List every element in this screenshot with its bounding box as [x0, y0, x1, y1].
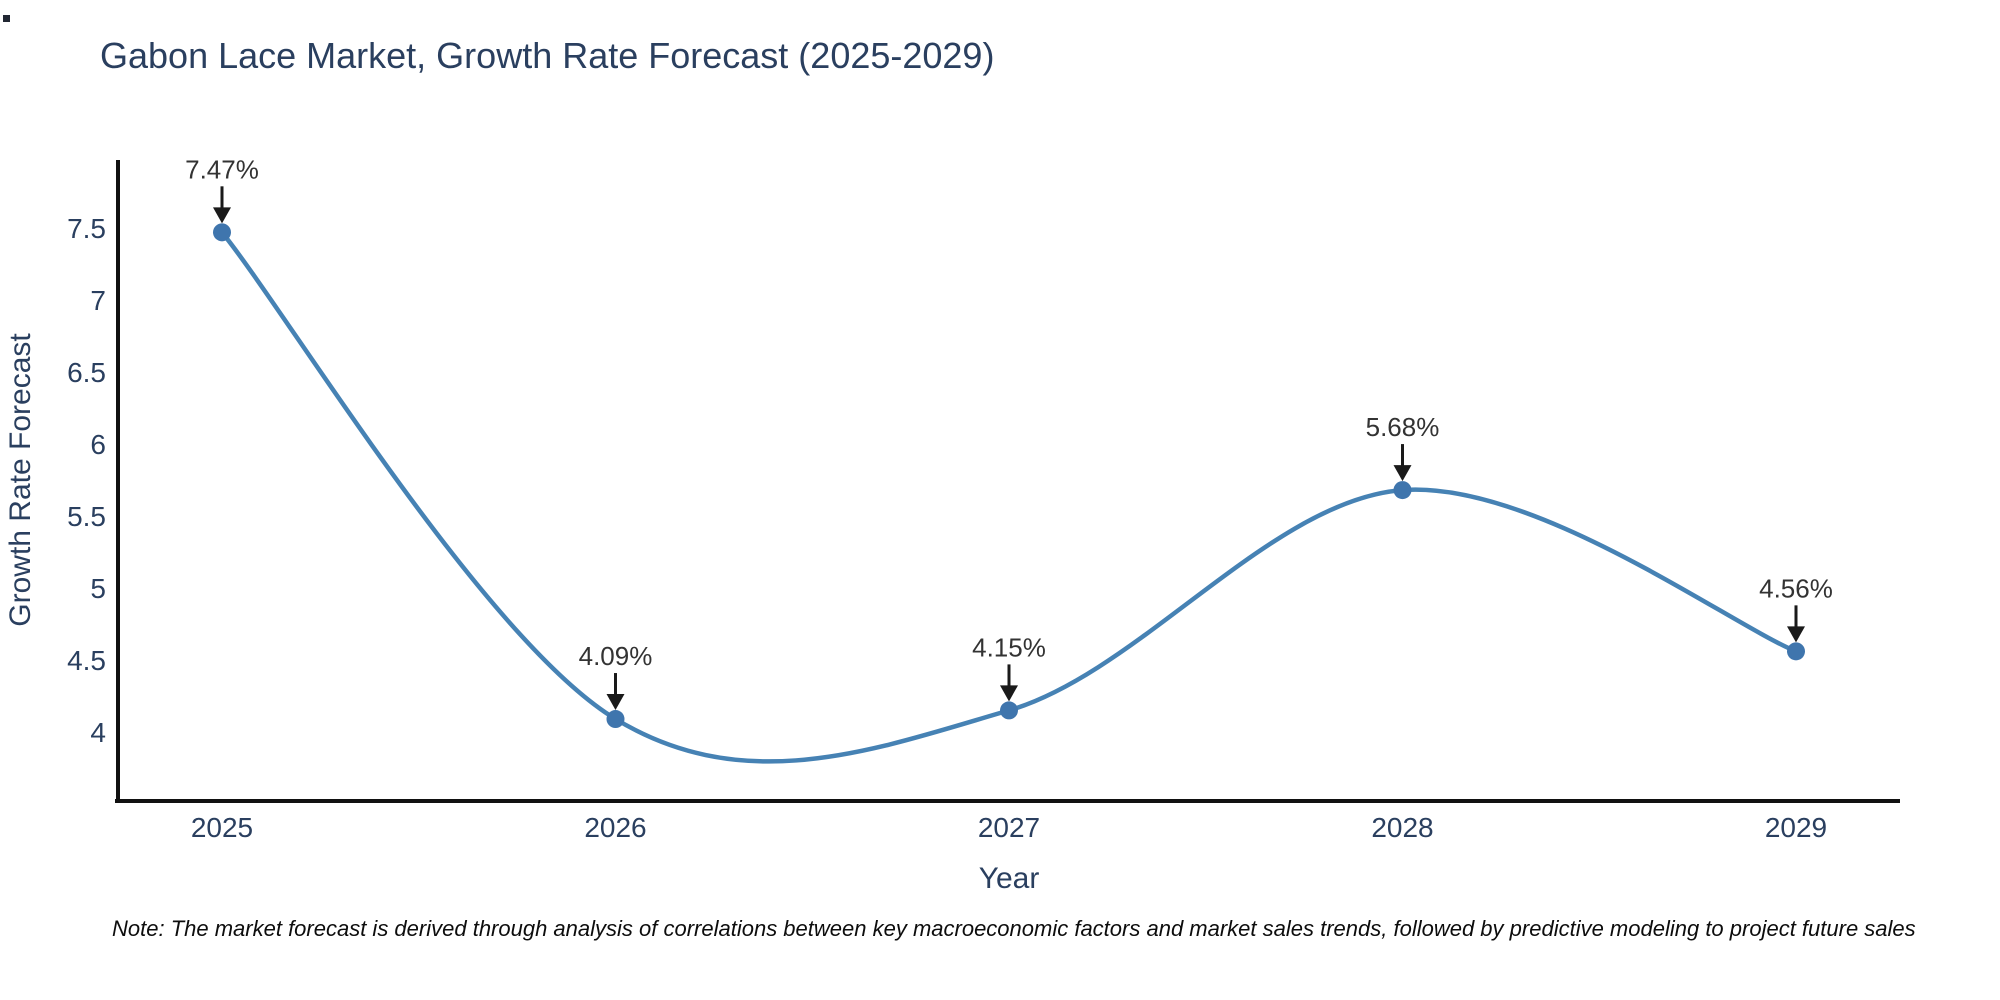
y-tick-label: 7: [90, 285, 106, 316]
x-tick-label: 2027: [978, 812, 1040, 843]
y-tick-label: 5.5: [67, 501, 106, 532]
y-tick-label: 7.5: [67, 213, 106, 244]
chart-title: Gabon Lace Market, Growth Rate Forecast …: [100, 35, 995, 76]
data-point[interactable]: [606, 710, 625, 729]
point-annotation: 4.56%: [1759, 573, 1833, 643]
footnote: Note: The market forecast is derived thr…: [112, 916, 1916, 941]
data-point[interactable]: [213, 223, 231, 242]
y-tick-label: 6.5: [67, 357, 106, 388]
y-tick-label: 4: [90, 717, 106, 748]
annotation-label: 7.47%: [185, 154, 259, 184]
annotation-label: 4.56%: [1759, 573, 1833, 603]
point-annotation: 4.09%: [579, 641, 653, 711]
x-axis-title: Year: [979, 862, 1040, 895]
data-point[interactable]: [1787, 642, 1805, 661]
annotation-label: 5.68%: [1366, 412, 1440, 442]
x-tick-label: 2029: [1765, 812, 1827, 843]
axes: [115, 160, 1900, 803]
point-annotation: 7.47%: [185, 154, 259, 224]
x-tick-label: 2025: [191, 812, 253, 843]
annotation-arrowhead-icon: [213, 207, 231, 224]
annotation-arrowhead-icon: [1000, 685, 1018, 702]
corner-artifact-mark: [3, 15, 10, 22]
point-annotation: 4.15%: [972, 632, 1046, 702]
y-tick-label: 4.5: [67, 645, 106, 676]
annotation-arrowhead-icon: [1787, 626, 1805, 643]
annotations: 7.47% 4.09% 4.15% 5.68% 4.56%: [185, 154, 1833, 711]
y-tick-label: 6: [90, 429, 106, 460]
x-tick-label: 2028: [1371, 812, 1433, 843]
y-tick-label: 5: [90, 573, 106, 604]
annotation-label: 4.09%: [579, 641, 653, 671]
annotation-arrowhead-icon: [1393, 465, 1412, 482]
data-point[interactable]: [1393, 481, 1412, 500]
data-point[interactable]: [1000, 701, 1018, 720]
point-annotation: 5.68%: [1366, 412, 1440, 482]
x-tick-label: 2026: [584, 812, 646, 843]
data-points: [213, 223, 1805, 729]
y-tick-labels: 7.5 7 6.5 6 5.5 5 4.5 4: [67, 213, 106, 748]
x-tick-labels: 2025 2026 2027 2028 2029: [191, 812, 1827, 843]
annotation-label: 4.15%: [972, 632, 1046, 662]
annotation-arrowhead-icon: [606, 694, 625, 711]
y-axis-title: Growth Rate Forecast: [4, 333, 37, 627]
